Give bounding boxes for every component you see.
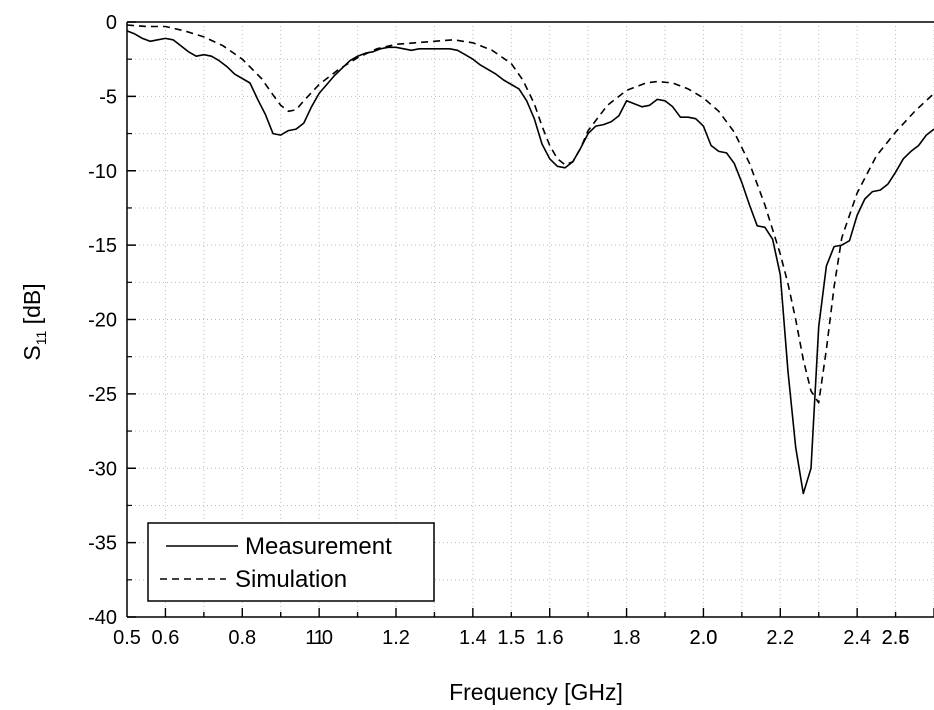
y-tick-label: -40 xyxy=(88,607,117,629)
y-tick-label: -25 xyxy=(88,384,117,406)
legend-box xyxy=(147,522,435,602)
x-tick-label: 2.6 xyxy=(882,627,910,649)
x-tick-label: 0.8 xyxy=(228,627,256,649)
x-tick-label: 1.4 xyxy=(459,627,487,649)
y-tick-label: -15 xyxy=(88,235,117,257)
x-tick-label: 1.0 xyxy=(305,627,333,649)
series-line-measurement xyxy=(126,30,934,495)
x-tick-label: 2.5 xyxy=(882,627,910,649)
y-tick-label: -20 xyxy=(88,310,117,332)
x-tick-label: 1.8 xyxy=(613,627,641,649)
x-axis: 0.5 0.6 0.8 1.01 1.2 1.4 1.5 1.6 1.8 2.02.0 2.2 2.4… xyxy=(113,608,934,649)
x-tick-label: 2.0 xyxy=(690,627,718,649)
x-axis-title: Frequency [GHz] xyxy=(449,679,623,705)
series-layer xyxy=(126,24,934,495)
y-axis-title-unit: [dB] xyxy=(19,283,45,330)
legend: Measurement Simulation xyxy=(147,522,435,602)
x-tick-label: 2.0 xyxy=(690,627,718,649)
x-tick-label: 1.6 xyxy=(536,627,564,649)
y-tick-label: -35 xyxy=(88,533,117,555)
x-tick-label: 0.5 xyxy=(113,627,141,649)
legend-label-simulation: Simulation xyxy=(235,566,347,593)
legend-label-measurement: Measurement xyxy=(245,533,392,560)
y-axis-title: S11 [dB] xyxy=(19,283,49,360)
y-tick-label: 0 xyxy=(106,12,117,34)
x-tick-label: 2.2 xyxy=(766,627,794,649)
x-tick-label: 0.6 xyxy=(152,627,180,649)
x-tick-label: 1.2 xyxy=(382,627,410,649)
x-tick-label: 1 xyxy=(314,627,325,649)
x-tick-label: 1.5 xyxy=(497,627,525,649)
x-tick-label: 2.4 xyxy=(843,627,871,649)
y-tick-label: -10 xyxy=(88,161,117,183)
series-line-simulation xyxy=(126,24,934,404)
y-tick-label: -30 xyxy=(88,458,117,480)
y-tick-label: -5 xyxy=(99,86,117,108)
y-axis-title-main: S xyxy=(19,345,45,360)
y-axis: 0 -5 -10 -15 -20 -25 -30 -35 -40 xyxy=(88,12,136,629)
y-axis-title-subscript: 11 xyxy=(33,331,49,346)
